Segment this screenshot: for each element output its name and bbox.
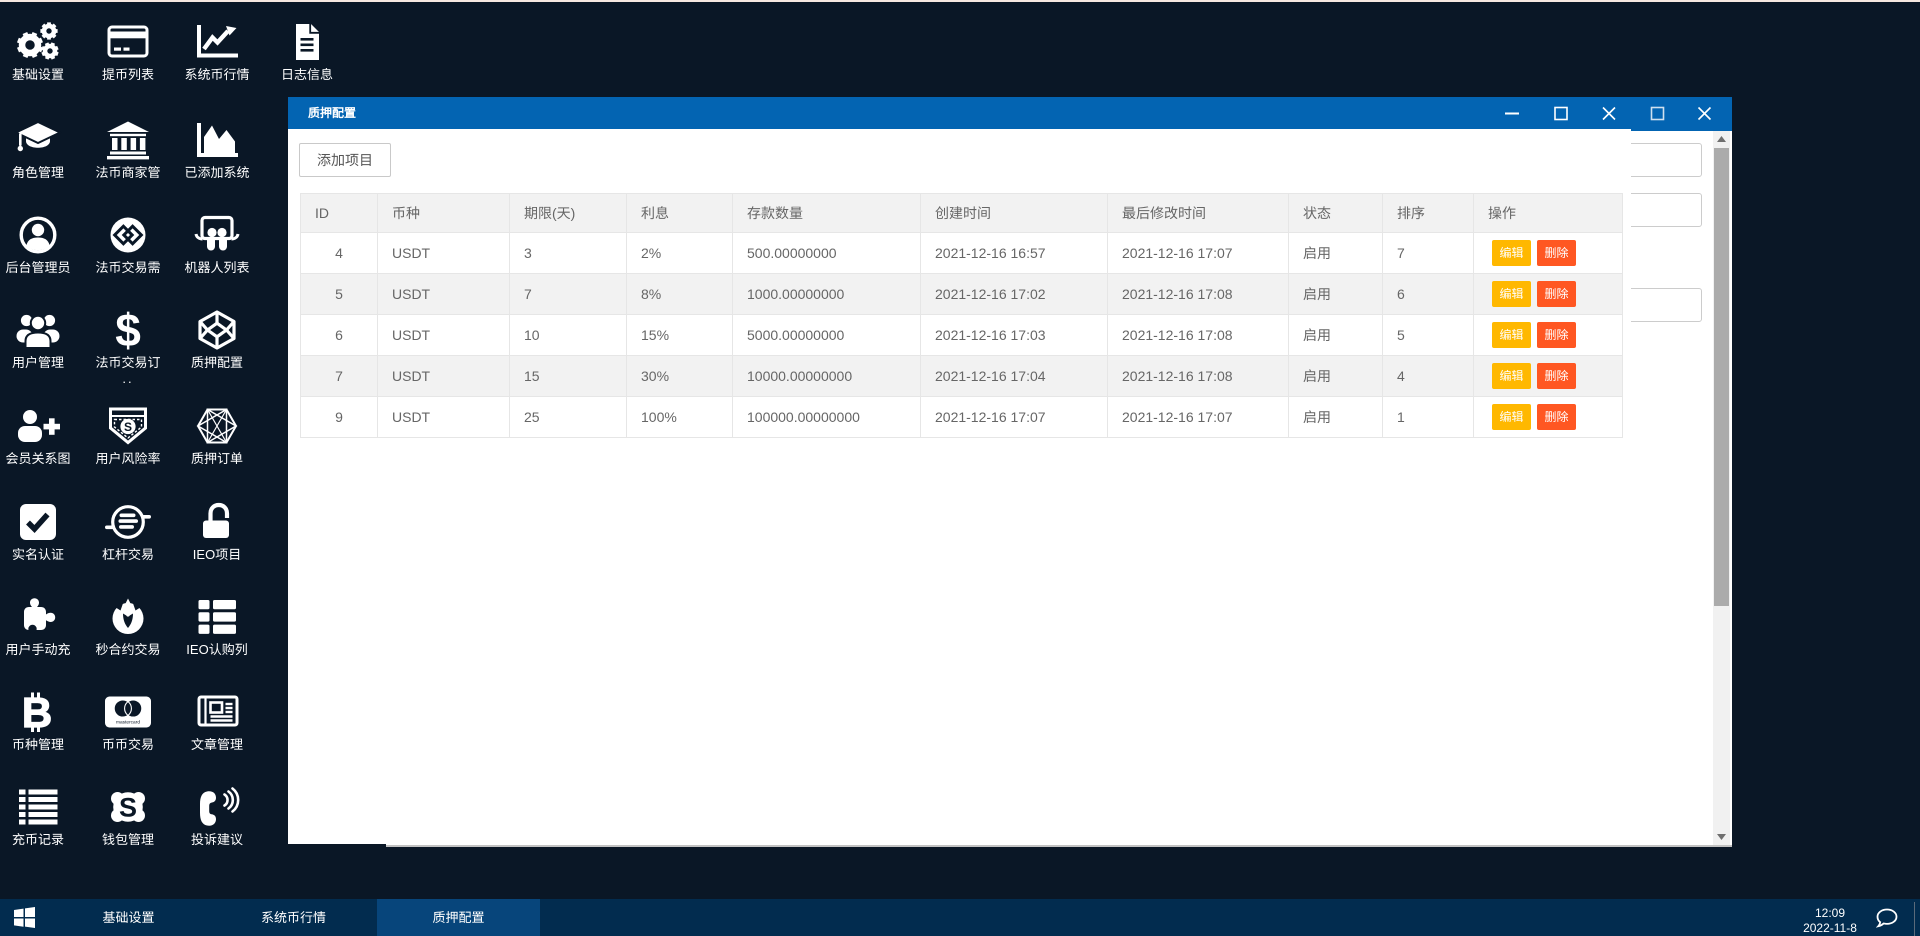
svg-text:B: B <box>22 692 52 732</box>
svg-text:S: S <box>124 420 132 434</box>
svg-text:mastercard: mastercard <box>116 720 140 726</box>
svg-text:$: $ <box>115 310 141 350</box>
svg-text:S: S <box>119 793 137 823</box>
